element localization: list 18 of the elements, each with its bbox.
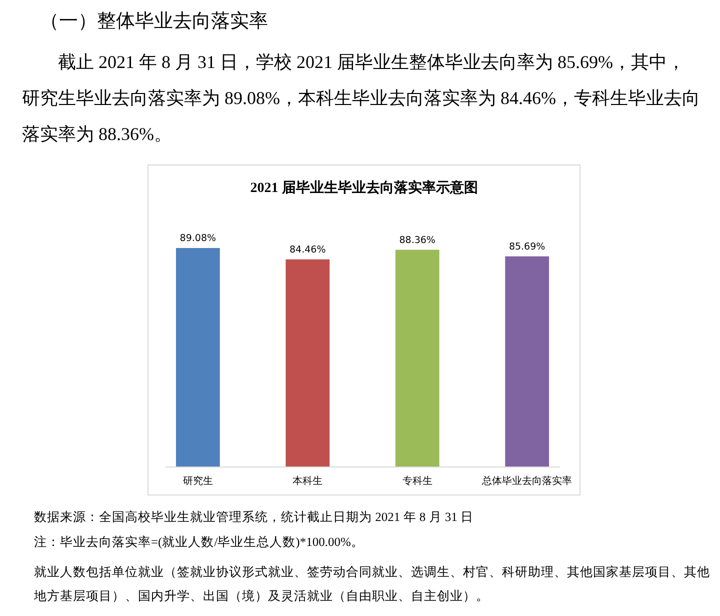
text: 截止 2021 年 8 月 31 日，学校 2021 届毕业生整体毕业去向率为 85.69%，其中，研究生毕业去向落实率为 89.08%，本科生毕业去向落实率为 84.46%，专科生毕业去向落实率为 88.36%。 (22, 51, 701, 146)
x-tick-label: 专科生 (402, 475, 432, 488)
bar (395, 250, 440, 467)
x-tick-label: 总体毕业去向落实率 (481, 475, 572, 488)
bar (505, 256, 550, 467)
text: （一）整体毕业去向落实率 (40, 10, 268, 34)
chart-title: 2021 届毕业生毕业去向落实率示意图 (250, 179, 478, 196)
source-note: 数据来源：全国高校毕业生就业管理系统，统计截止日期为 2021 年 8 月 31 日 (34, 509, 474, 526)
data-label: 88.36% (399, 234, 436, 246)
data-label: 89.08% (180, 233, 216, 244)
data-label: 84.46% (290, 244, 326, 256)
bar (176, 248, 220, 467)
x-tick-label: 研究生 (182, 475, 213, 488)
data-label: 85.69% (508, 241, 546, 252)
text: 注：毕业去向落实率=(就业人数/毕业生总人数)*100.00%。 (34, 534, 365, 551)
text: 就业人数包括单位就业（签就业协议形式就业、签劳动合同就业、选调生、村官、科研助理、其他国家基层项目、其他地方基层项目）、国内升学、出国（境）及灵活就业（自由职业、自主创业）。 (34, 564, 710, 605)
bar (286, 259, 330, 467)
x-tick-label: 本科生 (292, 475, 323, 488)
